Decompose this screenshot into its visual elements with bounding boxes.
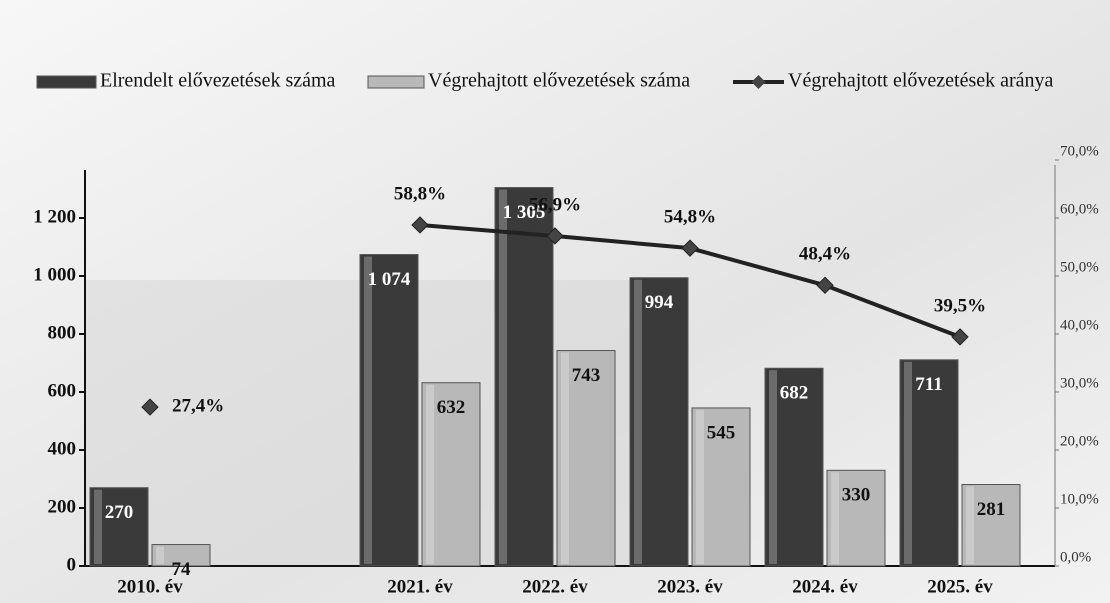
legend-swatch <box>367 75 425 89</box>
bar <box>494 187 554 567</box>
value-label: 281 <box>977 499 1006 520</box>
bar-highlight <box>904 361 912 564</box>
legend-marker <box>751 75 766 89</box>
legend-label: Végrehajtott elővezetések száma <box>428 70 690 92</box>
bar <box>89 487 149 567</box>
line-value-label: 27,4% <box>172 395 224 416</box>
legend-label: Elrendelt elővezetések száma <box>100 70 336 92</box>
line-marker <box>816 276 834 294</box>
line-value-label: 54,8% <box>664 207 716 228</box>
bar <box>151 544 211 567</box>
y-tick-label: 1 200 <box>33 206 76 227</box>
bar <box>899 359 959 567</box>
x-tick-label: 2024. év <box>792 576 858 597</box>
bar <box>629 277 689 567</box>
y2-tick-label: 20,0% <box>1060 433 1099 449</box>
y2-tick-label: 0,0% <box>1060 549 1091 565</box>
bar <box>691 407 751 567</box>
line-value-label: 56,9% <box>529 194 581 215</box>
x-tick-label: 2025. év <box>927 576 993 597</box>
y-tick-label: 800 <box>48 322 77 343</box>
legend-label: Végrehajtott elővezetések aránya <box>788 70 1054 92</box>
bar-highlight <box>94 489 102 564</box>
bar-highlight <box>499 189 507 565</box>
bar-highlight <box>696 409 704 564</box>
bar-highlight <box>364 256 372 564</box>
line-value-label: 39,5% <box>934 295 986 316</box>
legend-swatch <box>36 75 97 89</box>
line-marker <box>141 398 159 416</box>
line-marker <box>546 227 564 245</box>
y2-tick-label: 70,0% <box>1060 143 1099 159</box>
value-label: 270 <box>105 502 134 523</box>
line-marker <box>951 328 969 346</box>
value-label: 1 074 <box>368 269 411 290</box>
bar-highlight <box>966 486 974 564</box>
bar <box>421 382 481 567</box>
bar-highlight <box>426 384 434 564</box>
value-label: 743 <box>572 365 601 386</box>
x-tick-label: 2023. év <box>657 576 723 597</box>
y-tick-label: 1 000 <box>33 264 76 285</box>
bar <box>556 350 616 567</box>
value-label: 682 <box>780 383 809 404</box>
value-label: 994 <box>645 292 674 313</box>
y2-tick-label: 50,0% <box>1060 259 1099 275</box>
y2-tick-label: 30,0% <box>1060 375 1099 391</box>
value-label: 74 <box>172 559 192 580</box>
y-tick-label: 200 <box>48 496 77 517</box>
y2-tick-label: 60,0% <box>1060 201 1099 217</box>
bar-highlight <box>769 370 777 564</box>
y2-tick-label: 10,0% <box>1060 491 1099 507</box>
bar <box>764 367 824 567</box>
bar-highlight <box>634 279 642 564</box>
bar-highlight <box>561 352 569 564</box>
line-value-label: 58,8% <box>394 183 446 204</box>
line-marker <box>411 216 429 234</box>
value-label: 711 <box>915 374 942 395</box>
value-label: 1 305 <box>503 202 546 223</box>
y-tick-label: 600 <box>48 380 77 401</box>
line-value-label: 48,4% <box>799 244 851 265</box>
bar <box>961 484 1021 567</box>
y2-tick-label: 40,0% <box>1060 317 1099 333</box>
value-label: 330 <box>842 485 871 506</box>
bar <box>826 469 886 567</box>
bar <box>359 254 419 567</box>
value-label: 632 <box>437 397 466 418</box>
x-tick-label: 2021. év <box>387 576 453 597</box>
bar-highlight <box>831 472 839 564</box>
line-marker <box>681 239 699 257</box>
bar-highlight <box>156 546 164 564</box>
x-tick-label: 2010. év <box>117 576 183 597</box>
y-tick-label: 400 <box>48 438 77 459</box>
y-tick-label: 0 <box>67 554 77 575</box>
x-tick-label: 2022. év <box>522 576 588 597</box>
value-label: 545 <box>707 422 736 443</box>
